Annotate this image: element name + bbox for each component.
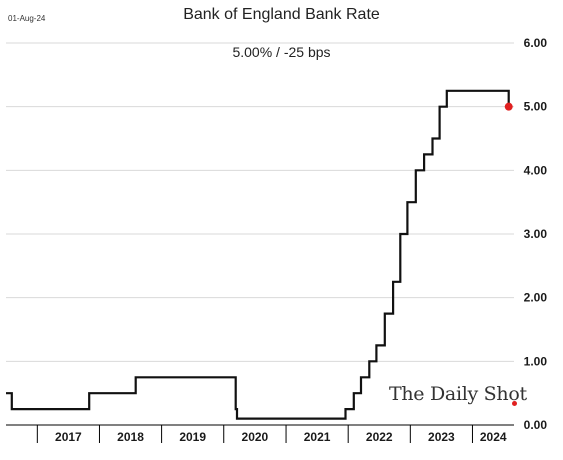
x-tick-label: 2019	[179, 430, 206, 444]
y-tick-label: 0.00	[524, 418, 548, 432]
y-tick-label: 6.00	[524, 36, 548, 50]
daily-shot-logo: The Daily Shot	[389, 383, 527, 405]
x-tick-label: 2021	[304, 430, 331, 444]
logo-dot	[512, 401, 517, 406]
date-stamp: 01-Aug-24	[8, 14, 46, 23]
y-tick-label: 4.00	[524, 163, 548, 177]
y-tick-label: 3.00	[524, 227, 548, 241]
chart-title: Bank of England Bank Rate	[183, 6, 380, 23]
x-tick-label: 2018	[117, 430, 144, 444]
y-tick-label: 5.00	[524, 100, 548, 114]
x-tick-label: 2023	[428, 430, 455, 444]
rate-step-line	[6, 89, 510, 420]
y-tick-label: 1.00	[524, 354, 548, 368]
x-tick-label: 2024	[480, 430, 507, 444]
y-tick-label: 2.00	[524, 291, 548, 305]
chart-subtitle: 5.00% / -25 bps	[232, 44, 331, 60]
x-tick-label: 2020	[242, 430, 269, 444]
x-tick-label: 2022	[366, 430, 393, 444]
last-value-marker	[504, 102, 513, 111]
x-tick-label: 2017	[55, 430, 82, 444]
